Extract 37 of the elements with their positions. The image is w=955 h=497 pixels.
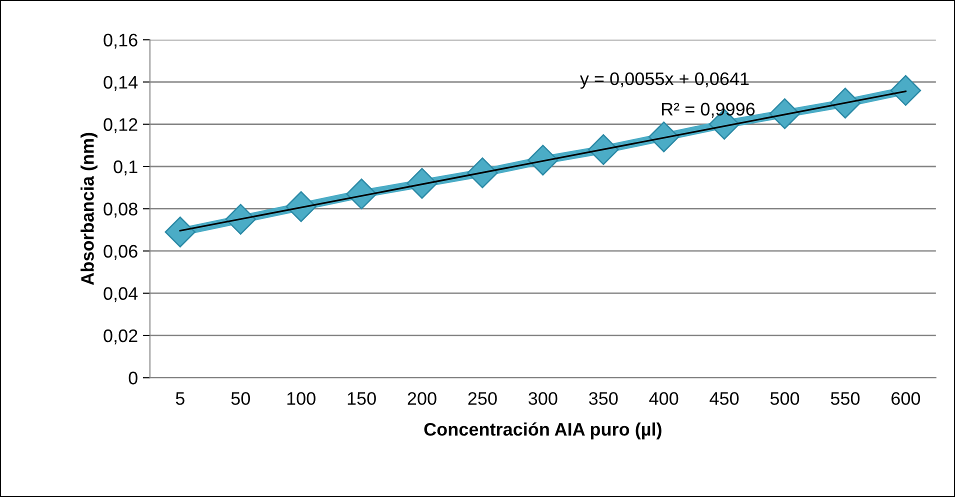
annotation: R² = 0,9996	[662, 102, 755, 118]
y-tick-label: 0,16	[104, 34, 138, 49]
y-tick-label: 0	[128, 372, 138, 384]
point	[527, 144, 558, 176]
y-tick-label: 0,12	[104, 118, 138, 134]
x-tick-label: 500	[770, 392, 800, 405]
point	[769, 98, 800, 130]
x-tick-label: 150	[348, 392, 376, 405]
point	[588, 134, 619, 166]
y-tick-label: 0,04	[104, 287, 138, 302]
point	[406, 168, 438, 199]
y-tick-label: 0,06	[104, 244, 138, 260]
x-tick-label: 200	[408, 392, 436, 405]
x-tick-label: 5	[176, 392, 184, 405]
point	[164, 216, 196, 248]
y-tick-label: 0,02	[104, 329, 138, 344]
point	[467, 157, 498, 188]
point	[648, 121, 680, 152]
x-tick-label: 550	[830, 392, 860, 405]
y-tick-label: 0,1	[114, 160, 138, 176]
x-tick-label: 350	[589, 392, 618, 405]
y-tick-label: 0,08	[104, 202, 138, 218]
x-tick-label: 450	[710, 392, 739, 405]
y-tick-label: 0,14	[104, 76, 138, 91]
x-tick-label: 250	[468, 392, 497, 405]
y-axis-title: Absorbancia (nm)	[80, 132, 98, 286]
x-tick-label: 600	[892, 392, 920, 405]
point	[225, 204, 256, 235]
x-tick-label: 100	[287, 392, 316, 405]
annotation: y = 0,0055x + 0,0641	[580, 72, 749, 89]
x-tick-label: 50	[231, 392, 250, 405]
point	[890, 75, 922, 106]
x-tick-label: 300	[528, 392, 558, 405]
x-axis-title: Concentración AIA puro (µl)	[424, 422, 662, 440]
x-tick-label: 400	[649, 392, 678, 405]
point	[830, 88, 861, 119]
point	[346, 178, 377, 210]
